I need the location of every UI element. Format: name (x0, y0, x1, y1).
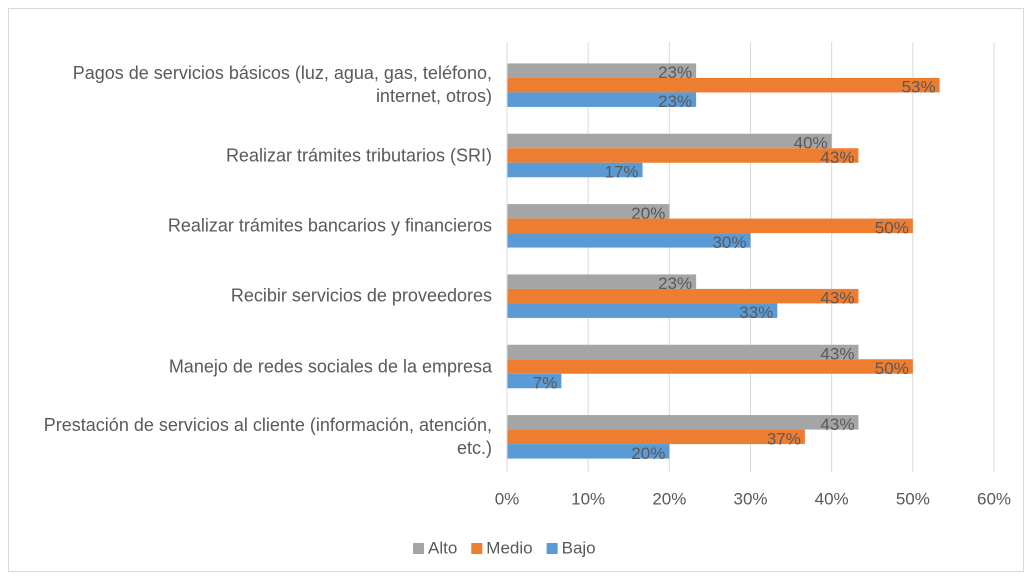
bar (507, 373, 562, 389)
data-label: 23% (658, 63, 692, 82)
data-label: 33% (739, 303, 773, 322)
data-label: 23% (658, 92, 692, 111)
bar (507, 162, 643, 178)
bar (507, 133, 832, 149)
x-tick-label: 60% (977, 489, 1011, 508)
bar (507, 444, 670, 459)
data-label: 43% (820, 148, 854, 167)
legend-swatch (471, 543, 483, 554)
data-label: 20% (631, 204, 665, 223)
x-tick-label: 30% (733, 489, 767, 508)
category-label: Realizar trámites bancarios y financiero… (167, 215, 492, 236)
bar (507, 288, 859, 304)
category-label: Manejo de redes sociales de la empresa (168, 356, 492, 376)
bar (507, 359, 913, 374)
legend-swatch (546, 543, 558, 554)
bar (507, 63, 697, 78)
bar (507, 303, 778, 318)
bar (507, 77, 940, 93)
category-label: Realizar trámites tributarios (SRI) (225, 145, 492, 165)
x-tick-label: 10% (571, 489, 605, 508)
x-tick-label: 20% (652, 489, 686, 508)
data-label: 20% (631, 444, 665, 463)
data-label: 23% (658, 274, 692, 293)
data-label: 17% (605, 162, 639, 181)
bar (507, 429, 805, 445)
data-label: 43% (820, 344, 854, 363)
category-label: Pagos de servicios básicos (luz, agua, g… (72, 63, 492, 107)
legend-swatch (413, 543, 424, 554)
x-tick-label: 40% (815, 489, 849, 508)
data-label: 50% (875, 359, 909, 378)
data-label: 50% (875, 218, 909, 237)
data-label: 43% (820, 415, 854, 434)
legend-label: Bajo (562, 538, 596, 557)
x-tick-label: 0% (495, 489, 520, 508)
bar (507, 274, 697, 289)
bar (507, 92, 697, 107)
data-label: 30% (712, 233, 746, 252)
legend-label: Medio (486, 538, 532, 557)
bar (507, 233, 751, 248)
category-label: Recibir servicios de proveedores (230, 285, 492, 306)
category-label: Prestación de servicios al cliente (info… (43, 414, 492, 458)
bar (507, 415, 859, 430)
bar (507, 218, 913, 234)
data-label: 43% (820, 289, 854, 308)
data-label: 40% (794, 133, 828, 152)
data-label: 7% (533, 373, 558, 392)
bar (507, 204, 670, 219)
data-label: 53% (902, 78, 936, 97)
legend-label: Alto (428, 538, 457, 557)
data-label: 37% (767, 429, 801, 448)
bar (507, 148, 859, 163)
bar (507, 344, 859, 360)
x-tick-label: 50% (896, 489, 930, 508)
